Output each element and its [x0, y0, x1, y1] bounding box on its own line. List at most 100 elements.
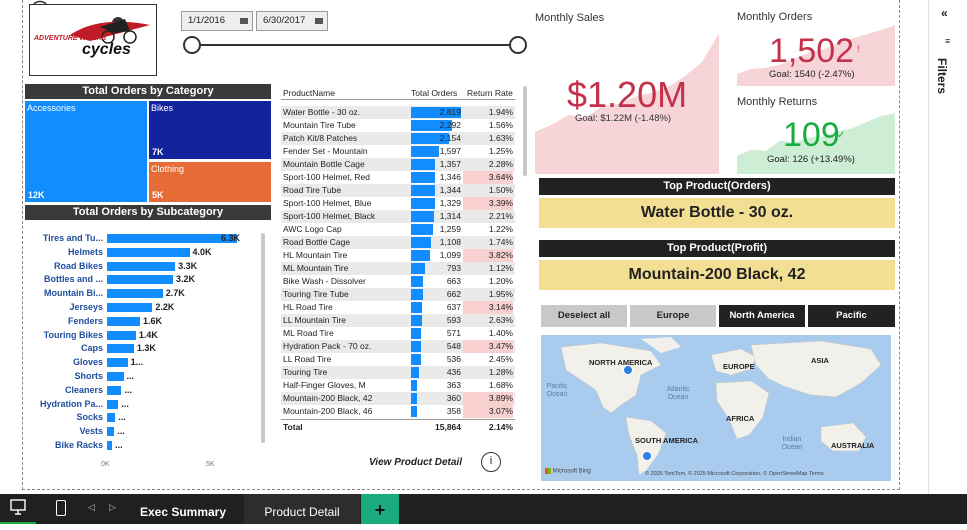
table-row[interactable]: HL Road Tire 637 3.14%: [281, 301, 515, 314]
mobile-view-icon[interactable]: [56, 500, 66, 516]
subcategory-label: Mountain Bi...: [44, 288, 103, 299]
subcategory-label: Cleaners: [64, 384, 103, 395]
table-row[interactable]: LL Road Tire 536 2.45%: [281, 353, 515, 366]
table-row[interactable]: Fender Set - Mountain 1,597 1.25%: [281, 145, 515, 158]
table-scrollbar[interactable]: [523, 86, 527, 176]
subcategory-bar[interactable]: [107, 289, 163, 299]
subcategory-bar[interactable]: [107, 413, 116, 423]
map-bubble[interactable]: [642, 451, 652, 461]
treemap-tile-clothing[interactable]: Clothing 5K: [149, 162, 271, 202]
map-bubble[interactable]: [623, 365, 633, 375]
top-product-orders-card: Top Product(Orders) Water Bottle - 30 oz…: [539, 178, 895, 230]
table-row[interactable]: Sport-100 Helmet, Blue 1,329 3.39%: [281, 197, 515, 210]
table-row[interactable]: AWC Logo Cap 1,259 1.22%: [281, 223, 515, 236]
table-row[interactable]: Half-Finger Gloves, M 363 1.68%: [281, 379, 515, 392]
subcategory-bar[interactable]: [107, 330, 136, 340]
table-row[interactable]: LL Mountain Tire 593 2.63%: [281, 314, 515, 327]
subcategory-bar[interactable]: [107, 344, 134, 354]
table-row[interactable]: HL Mountain Tire 1,099 3.82%: [281, 249, 515, 262]
treemap-value: 5K: [152, 190, 164, 200]
table-row[interactable]: Mountain Tire Tube 2,292 1.56%: [281, 119, 515, 132]
map-label-asia: ASIA: [811, 356, 829, 365]
date-range-track: [191, 44, 517, 46]
expand-chevron-icon[interactable]: «: [941, 6, 948, 20]
cell-product-name: Mountain Tire Tube: [283, 120, 356, 130]
map-label-australia: AUSTRALIA: [831, 441, 875, 450]
tab-exec-summary[interactable]: Exec Summary: [139, 505, 227, 519]
date-start-field[interactable]: 1/1/2016: [181, 11, 253, 31]
slicer-north-america[interactable]: North America: [719, 305, 805, 327]
report-canvas: ADVENTURE WORKS cycles 1/1/2016 6/30/201…: [22, 0, 900, 490]
subcategory-scrollbar[interactable]: [261, 233, 265, 443]
monthly-returns-mark: ✓: [837, 130, 846, 141]
table-row[interactable]: Patch Kit/8 Patches 2,154 1.63%: [281, 132, 515, 145]
cell-total-orders: 1,346: [439, 172, 461, 182]
subcategory-bar[interactable]: [107, 303, 153, 312]
subcategory-label: Bike Racks: [54, 440, 103, 450]
table-row[interactable]: ML Mountain Tire 793 1.12%: [281, 262, 515, 275]
category-treemap: Total Orders by Category Accessories 12K…: [25, 84, 271, 202]
header-productname[interactable]: ProductName: [283, 88, 335, 98]
table-row[interactable]: Road Bottle Cage 1,108 1.74%: [281, 236, 515, 249]
slicer-pacific[interactable]: Pacific: [808, 305, 895, 327]
view-product-detail-button[interactable]: View Product Detail i: [369, 452, 509, 474]
subcategory-bar[interactable]: [107, 358, 128, 368]
monthly-sales-value: $1.20M: [567, 74, 688, 115]
world-map[interactable]: NORTH AMERICA EUROPE ASIA AFRICA SOUTH A…: [541, 335, 891, 481]
subcategory-bar[interactable]: [107, 275, 174, 285]
treemap-label: Bikes: [151, 103, 174, 113]
slicer-europe[interactable]: Europe: [630, 305, 716, 327]
calendar-icon: [315, 18, 323, 24]
subcategory-value: ...: [115, 440, 123, 450]
slicer-deselect-all[interactable]: Deselect all: [541, 305, 627, 327]
orders-databar: [411, 328, 421, 339]
date-end-field[interactable]: 6/30/2017: [256, 11, 328, 31]
cell-product-name: Touring Tire Tube: [283, 289, 349, 299]
map-ocean-atlantic: Atlantic Ocean: [666, 386, 690, 401]
map-label-europe: EUROPE: [723, 362, 755, 371]
x-tick-0k: 0K: [101, 461, 110, 468]
subcategory-bar[interactable]: [107, 385, 122, 395]
subcategory-bar[interactable]: [107, 234, 237, 243]
table-row[interactable]: Hydration Pack - 70 oz. 548 3.47%: [281, 340, 515, 353]
table-row[interactable]: ML Road Tire 571 1.40%: [281, 327, 515, 340]
cell-total-orders: 1,108: [439, 237, 461, 247]
prev-page-icon[interactable]: ◁: [88, 502, 95, 512]
treemap-tile-bikes[interactable]: Bikes 7K: [149, 101, 271, 159]
header-return-rate[interactable]: Return Rate: [467, 88, 513, 98]
date-range-handle-start[interactable]: [183, 36, 201, 54]
date-range-handle-end[interactable]: [509, 36, 527, 54]
filters-pane[interactable]: « ≡ Filters: [928, 0, 967, 494]
subcategory-label: Helmets: [67, 246, 103, 257]
subcategory-bar[interactable]: [107, 399, 119, 409]
table-row[interactable]: Sport-100 Helmet, Red 1,346 3.64%: [281, 171, 515, 184]
table-row[interactable]: Mountain-200 Black, 42 360 3.89%: [281, 392, 515, 405]
table-row[interactable]: Water Bottle - 30 oz. 2,819 1.94%: [281, 106, 515, 119]
cell-return-rate: 2.63%: [488, 315, 513, 325]
table-row[interactable]: Touring Tire Tube 662 1.95%: [281, 288, 515, 301]
subcategory-bar[interactable]: [107, 441, 113, 450]
cell-return-rate: 1.20%: [488, 276, 513, 286]
table-row[interactable]: Sport-100 Helmet, Black 1,314 2.21%: [281, 210, 515, 223]
subcategory-chart: Total Orders by Subcategory Tires and Tu…: [25, 205, 271, 468]
add-page-button[interactable]: +: [361, 494, 399, 524]
table-row[interactable]: Mountain Bottle Cage 1,357 2.28%: [281, 158, 515, 171]
table-row[interactable]: Road Tire Tube 1,344 1.50%: [281, 184, 515, 197]
next-page-icon[interactable]: ▷: [109, 502, 116, 512]
treemap-tile-accessories[interactable]: Accessories 12K: [25, 101, 147, 202]
subcategory-bar[interactable]: [107, 316, 141, 326]
subcategory-bar[interactable]: [107, 372, 124, 381]
orders-databar: [411, 159, 435, 170]
table-row[interactable]: Bike Wash - Dissolver 663 1.20%: [281, 275, 515, 288]
header-total-orders[interactable]: Total Orders: [411, 88, 458, 98]
subcategory-bar[interactable]: [107, 261, 176, 271]
desktop-view-icon[interactable]: [0, 494, 36, 524]
monthly-sales-goal: Goal: $1.22M (-1.48%): [575, 113, 672, 124]
top-product-profit-card: Top Product(Profit) Mountain-200 Black, …: [539, 240, 895, 292]
table-row[interactable]: Touring Tire 436 1.28%: [281, 366, 515, 379]
subcategory-bar[interactable]: [107, 427, 115, 437]
table-row[interactable]: Mountain-200 Black, 46 358 3.07%: [281, 405, 515, 418]
subcategory-bar[interactable]: [107, 247, 190, 257]
tab-product-detail[interactable]: Product Detail: [244, 494, 360, 524]
subcategory-value: 1...: [130, 357, 144, 368]
